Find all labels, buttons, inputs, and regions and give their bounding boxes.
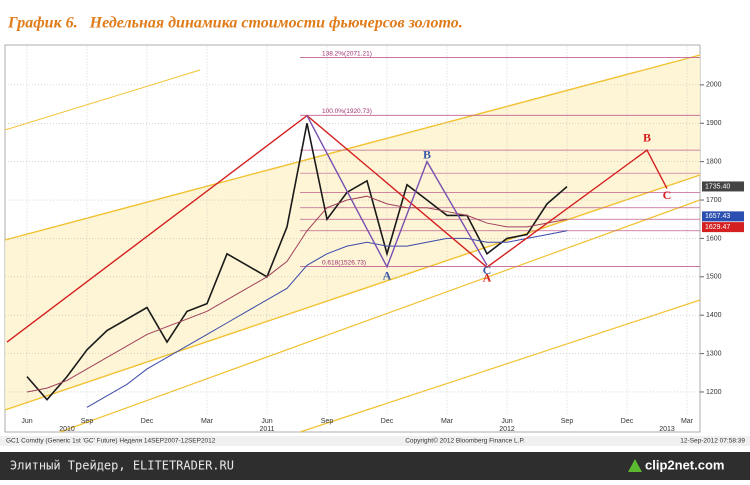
clip2net-brand[interactable]: clip2net.com (645, 457, 724, 472)
pattern-label: B (423, 148, 431, 162)
x-tick-label: Dec (141, 418, 154, 425)
price-tag-label: 1735.40 (705, 183, 730, 190)
chart-title: График 6. Недельная динамика стоимости ф… (7, 15, 463, 32)
x-tick-label: Mar (201, 418, 214, 425)
footer-left: GC1 Comdty (Generic 1st 'GC' Future) Нед… (6, 438, 216, 445)
year-label: 2011 (259, 426, 274, 433)
level-label: 138.2%(2071.21) (322, 50, 372, 57)
channel-line (4, 69, 201, 131)
y-tick-label: 1300 (706, 350, 722, 357)
pattern-label: C (483, 263, 492, 277)
bottom-bar (0, 452, 750, 480)
x-tick-label: Jun (21, 418, 32, 425)
pattern-label: A (383, 269, 392, 283)
price-line (26, 195, 568, 393)
x-tick-label: Dec (381, 418, 394, 425)
y-tick-label: 1500 (706, 274, 722, 281)
clip2net-logo (628, 459, 642, 472)
y-tick-label: 1200 (706, 389, 722, 396)
pattern-label: A (483, 270, 492, 284)
site-name: Элитный Трейдер, ELITETRADER.RU (10, 459, 234, 473)
level-label: 0.618(1526.73) (322, 259, 366, 266)
channel-line (299, 299, 701, 433)
x-tick-label: Sep (561, 418, 574, 425)
footer-center: Copyright© 2012 Bloomberg Finance L.P. (405, 437, 525, 445)
level-label: 100.0%(1920.73) (322, 108, 372, 115)
x-tick-label: Jun (501, 418, 512, 425)
price-tag (702, 211, 744, 222)
year-label: 2013 (659, 426, 675, 433)
y-tick-label: 1400 (706, 312, 722, 319)
x-tick-label: Sep (81, 418, 94, 425)
x-tick-label: Sep (321, 418, 334, 425)
y-tick-label: 1700 (706, 197, 722, 204)
pattern-label: B (643, 130, 651, 144)
price-tag-label: 1629.47 (705, 224, 730, 231)
year-label: 2012 (499, 426, 515, 433)
plot-content: 138.2%(2071.21) 100.0%(1920.73) 0.618(1526… (5, 46, 700, 415)
x-tick-label: Jun (261, 418, 272, 425)
channel-line (4, 174, 701, 411)
y-tick-label: 1800 (706, 159, 722, 166)
pattern-line (306, 115, 488, 269)
price-tag-label: 1657.43 (705, 213, 730, 220)
price-line (86, 230, 568, 408)
x-tick-label: Mar (681, 418, 694, 425)
pattern-line (6, 114, 668, 343)
price-line (26, 123, 568, 401)
x-tick-label: Mar (441, 418, 454, 425)
year-label: 2010 (59, 426, 75, 433)
y-tick-label: 1600 (706, 235, 722, 242)
price-tag (702, 222, 744, 233)
x-tick-label: Dec (621, 418, 634, 425)
pattern-label: C (663, 188, 672, 202)
footer-strip (0, 436, 750, 446)
channel-line (4, 54, 701, 241)
y-tick-label: 1900 (706, 120, 722, 127)
footer-right: 12-Sep-2012 07:58:39 (680, 438, 745, 445)
channel-band (5, 55, 700, 410)
y-tick-label: 2000 (706, 82, 722, 89)
price-tag (702, 181, 744, 192)
